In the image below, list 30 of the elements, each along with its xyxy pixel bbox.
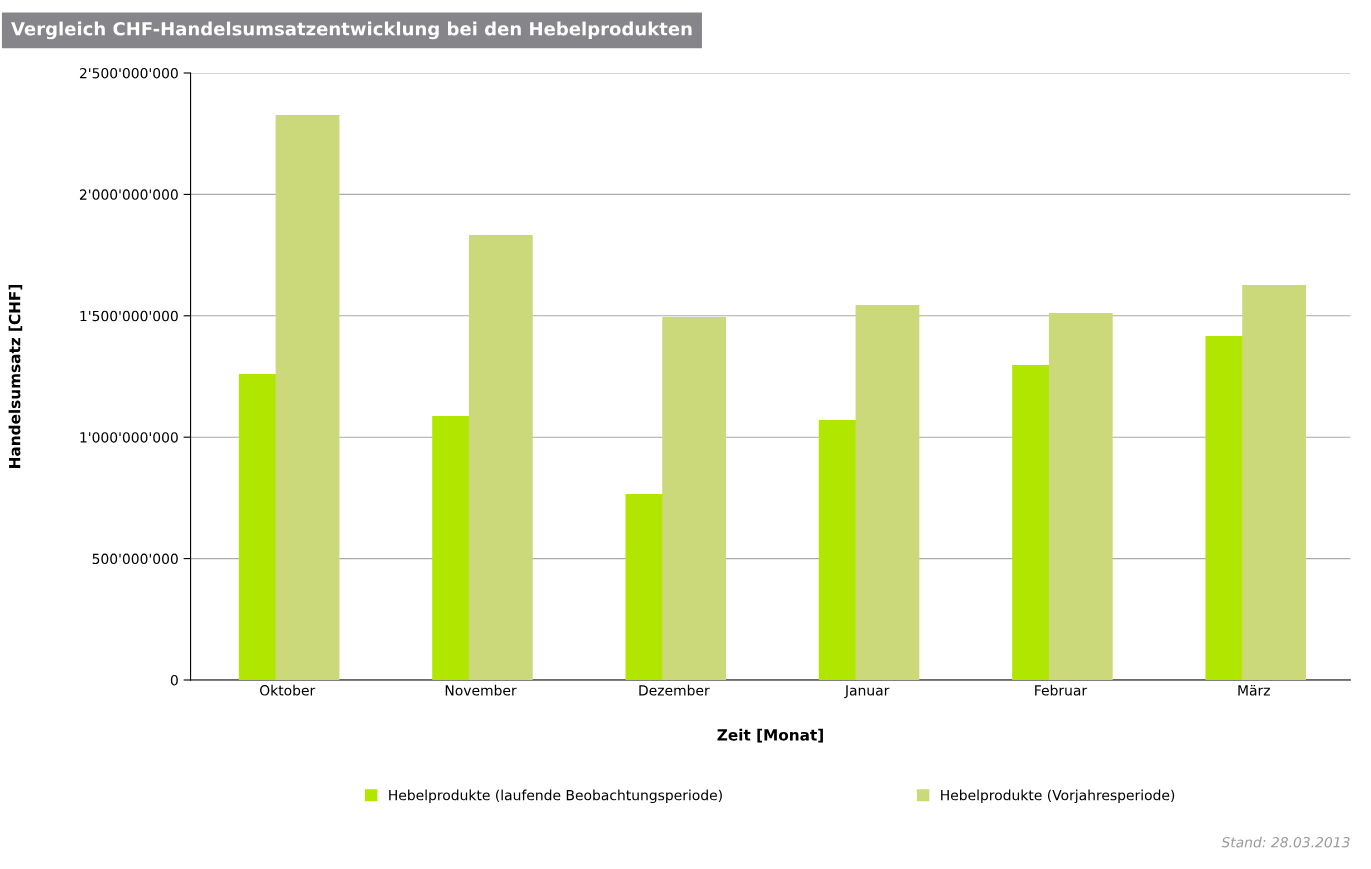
bar <box>662 317 727 680</box>
chart-title: Vergleich CHF-Handelsumsatzentwicklung bei den Hebelprodukten <box>11 21 692 40</box>
y-tick-label: 1'000'000'000 <box>80 432 178 443</box>
text: Stand: 28.03.2013 <box>1221 836 1350 848</box>
x-tick-label: Oktober <box>260 684 316 696</box>
bar <box>1205 335 1245 680</box>
bar <box>818 419 858 680</box>
y-axis-title: Handelsumsatz [CHF] <box>8 284 23 468</box>
bar <box>275 115 340 680</box>
bar <box>855 305 920 680</box>
bar <box>1048 312 1113 680</box>
y-tick-label: 0 <box>170 674 178 686</box>
bar <box>1242 284 1306 680</box>
bar <box>432 416 471 680</box>
bar <box>625 494 665 680</box>
bar <box>468 234 533 680</box>
x-tick-label: März <box>1238 684 1270 696</box>
legend-label: Hebelprodukte (laufende Beobachtungsperiode) <box>389 789 722 804</box>
y-tick-label: 2'000'000'000 <box>79 189 178 200</box>
bar <box>1012 365 1051 680</box>
bar <box>238 374 278 680</box>
y-tick-label: 500'000'000 <box>92 553 178 565</box>
x-tick-label: Januar <box>844 685 890 699</box>
y-tick-label: 1'500'000'000 <box>80 310 178 322</box>
x-tick-label: Februar <box>1035 684 1088 696</box>
x-axis-title: Zeit [Monat] <box>717 728 823 743</box>
x-tick-label: Dezember <box>639 684 710 696</box>
y-tick-label: 2'500'000'000 <box>79 67 178 79</box>
x-tick-label: November <box>445 684 517 696</box>
legend-label: Hebelprodukte (Vorjahresperiode) <box>941 789 1175 804</box>
